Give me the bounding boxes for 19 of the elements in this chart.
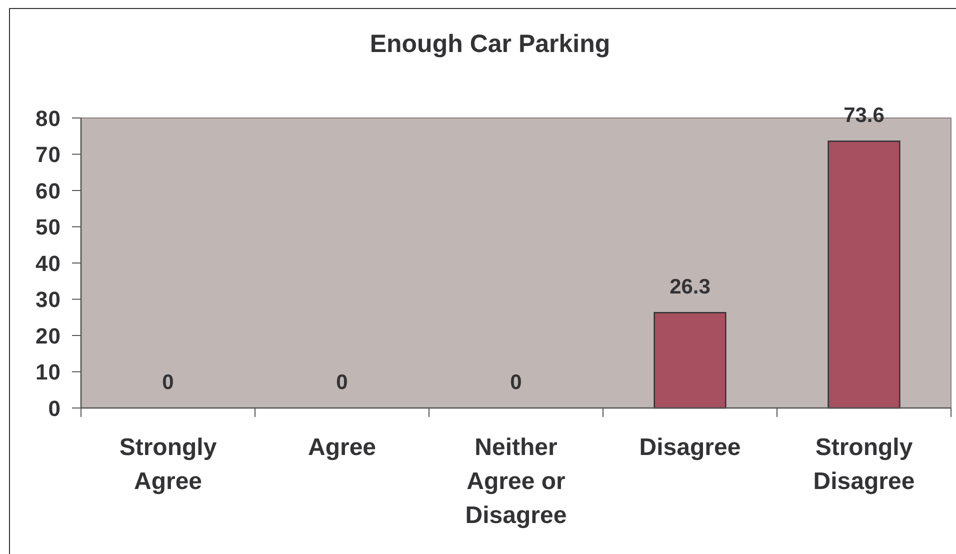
y-tick-label: 80	[36, 106, 61, 131]
data-label: 0	[510, 371, 522, 394]
x-tick-label: Disagree	[639, 434, 741, 461]
chart-title: Enough Car Parking	[370, 30, 610, 58]
data-label: 0	[162, 371, 174, 394]
x-tick-label: Strongly Agree	[119, 434, 218, 495]
y-tick-label: 10	[36, 360, 61, 385]
y-tick-label: 30	[36, 287, 61, 312]
y-tick-label: 60	[36, 178, 61, 204]
data-label: 26.3	[670, 276, 710, 299]
y-tick-label: 70	[36, 142, 61, 168]
x-tick-label: Neither Agree or Disagree	[465, 434, 567, 529]
y-tick-label: 50	[36, 214, 61, 240]
data-label: 0	[336, 371, 348, 394]
y-tick-label: 20	[36, 323, 61, 348]
x-tick-label: Strongly Disagree	[813, 434, 915, 495]
x-tick-label: Agree	[308, 434, 376, 461]
y-tick-label: 0	[48, 396, 61, 421]
y-tick-label: 40	[36, 250, 61, 276]
